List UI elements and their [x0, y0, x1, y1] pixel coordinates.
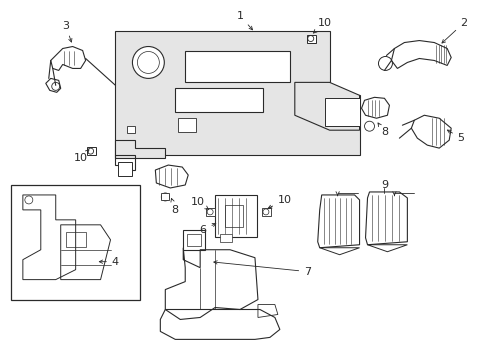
Text: 3: 3	[62, 21, 72, 42]
Bar	[206, 208, 215, 216]
Bar	[11, 185, 140, 300]
Bar	[324, 98, 359, 126]
Bar	[183, 230, 205, 250]
Bar	[215, 195, 256, 237]
Text: 9: 9	[380, 180, 387, 190]
Bar	[178, 118, 196, 132]
Bar	[306, 35, 315, 42]
Bar	[86, 147, 95, 155]
Text: 1: 1	[236, 11, 252, 30]
Text: 2: 2	[441, 18, 467, 43]
Text: 6: 6	[199, 224, 215, 235]
Bar	[185, 50, 289, 82]
Bar	[161, 193, 169, 200]
Bar	[220, 234, 232, 242]
Bar	[118, 162, 132, 176]
Text: 10: 10	[191, 197, 208, 210]
Polygon shape	[115, 140, 165, 158]
Polygon shape	[115, 31, 359, 155]
Text: 10: 10	[268, 195, 291, 208]
Bar	[224, 205, 243, 227]
Text: 8: 8	[377, 123, 387, 137]
Text: 5: 5	[447, 130, 464, 143]
Bar	[262, 208, 270, 216]
Text: 4: 4	[99, 257, 119, 267]
Polygon shape	[294, 82, 359, 130]
Text: 7: 7	[213, 261, 311, 276]
Bar	[65, 232, 85, 247]
Text: 10: 10	[74, 150, 89, 163]
Circle shape	[132, 46, 164, 78]
Bar	[127, 126, 135, 133]
Text: 8: 8	[171, 198, 179, 215]
Bar	[187, 234, 201, 246]
Bar	[175, 88, 263, 112]
Text: 10: 10	[313, 18, 331, 33]
